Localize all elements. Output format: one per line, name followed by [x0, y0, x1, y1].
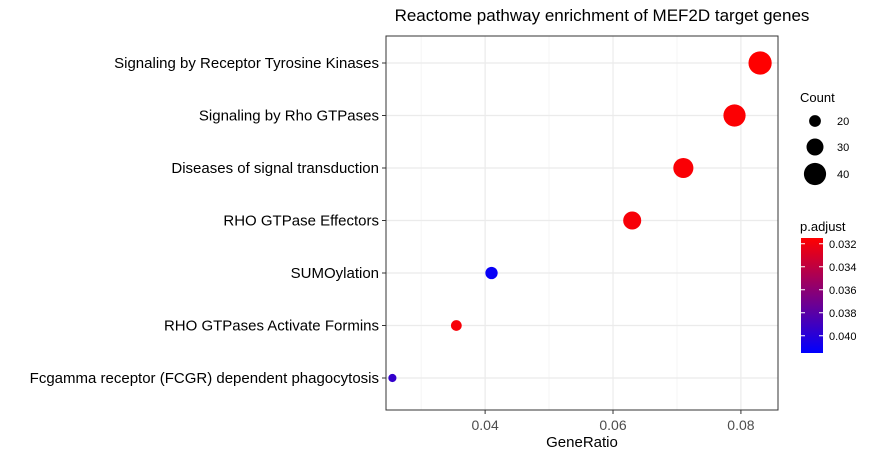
- category-label: RHO GTPases Activate Formins: [164, 318, 379, 335]
- count-legend: Count 20 30 40: [800, 90, 849, 186]
- x-axis-ticks: 0.04 0.06 0.08: [471, 410, 755, 433]
- x-axis-title: GeneRatio: [546, 434, 618, 451]
- category-label: Diseases of signal transduction: [171, 160, 379, 177]
- count-legend-label: 20: [837, 116, 849, 128]
- p-adjust-legend-label: 0.032: [829, 239, 857, 251]
- count-legend-title: Count: [800, 90, 835, 105]
- p-adjust-legend-label: 0.034: [829, 262, 857, 274]
- count-legend-key: [806, 138, 824, 156]
- p-adjust-legend-label: 0.038: [829, 308, 857, 320]
- count-legend-key: [803, 162, 827, 186]
- data-point: [748, 51, 772, 75]
- count-legend-key: [809, 115, 821, 127]
- p-adjust-legend: p.adjust 0.032 0.034 0.036 0.038 0.040: [800, 219, 857, 353]
- data-point: [485, 266, 498, 280]
- data-point: [623, 211, 642, 230]
- panel-border: [385, 35, 779, 411]
- grid: [386, 36, 778, 410]
- p-adjust-colorbar: [801, 238, 823, 353]
- p-adjust-legend-label: 0.036: [829, 285, 857, 297]
- count-legend-label: 30: [837, 142, 849, 154]
- x-tick-label: 0.06: [599, 417, 626, 433]
- category-label: Signaling by Receptor Tyrosine Kinases: [114, 55, 379, 72]
- category-label: Signaling by Rho GTPases: [199, 108, 379, 125]
- category-label: RHO GTPase Effectors: [223, 213, 379, 230]
- data-point: [673, 157, 694, 179]
- x-tick-label: 0.08: [727, 417, 754, 433]
- p-adjust-legend-label: 0.040: [829, 331, 857, 343]
- data-point: [388, 373, 397, 383]
- p-adjust-legend-title: p.adjust: [800, 219, 846, 234]
- data-point: [450, 320, 462, 331]
- count-legend-label: 40: [837, 169, 849, 181]
- category-labels: Signaling by Receptor Tyrosine Kinases Si…: [30, 55, 386, 387]
- x-tick-label: 0.04: [471, 417, 498, 433]
- data-points: [388, 51, 772, 383]
- data-point: [723, 104, 746, 127]
- category-label: SUMOylation: [291, 265, 379, 282]
- chart-title: Reactome pathway enrichment of MEF2D tar…: [395, 6, 810, 25]
- category-label: Fcgamma receptor (FCGR) dependent phagoc…: [30, 370, 379, 387]
